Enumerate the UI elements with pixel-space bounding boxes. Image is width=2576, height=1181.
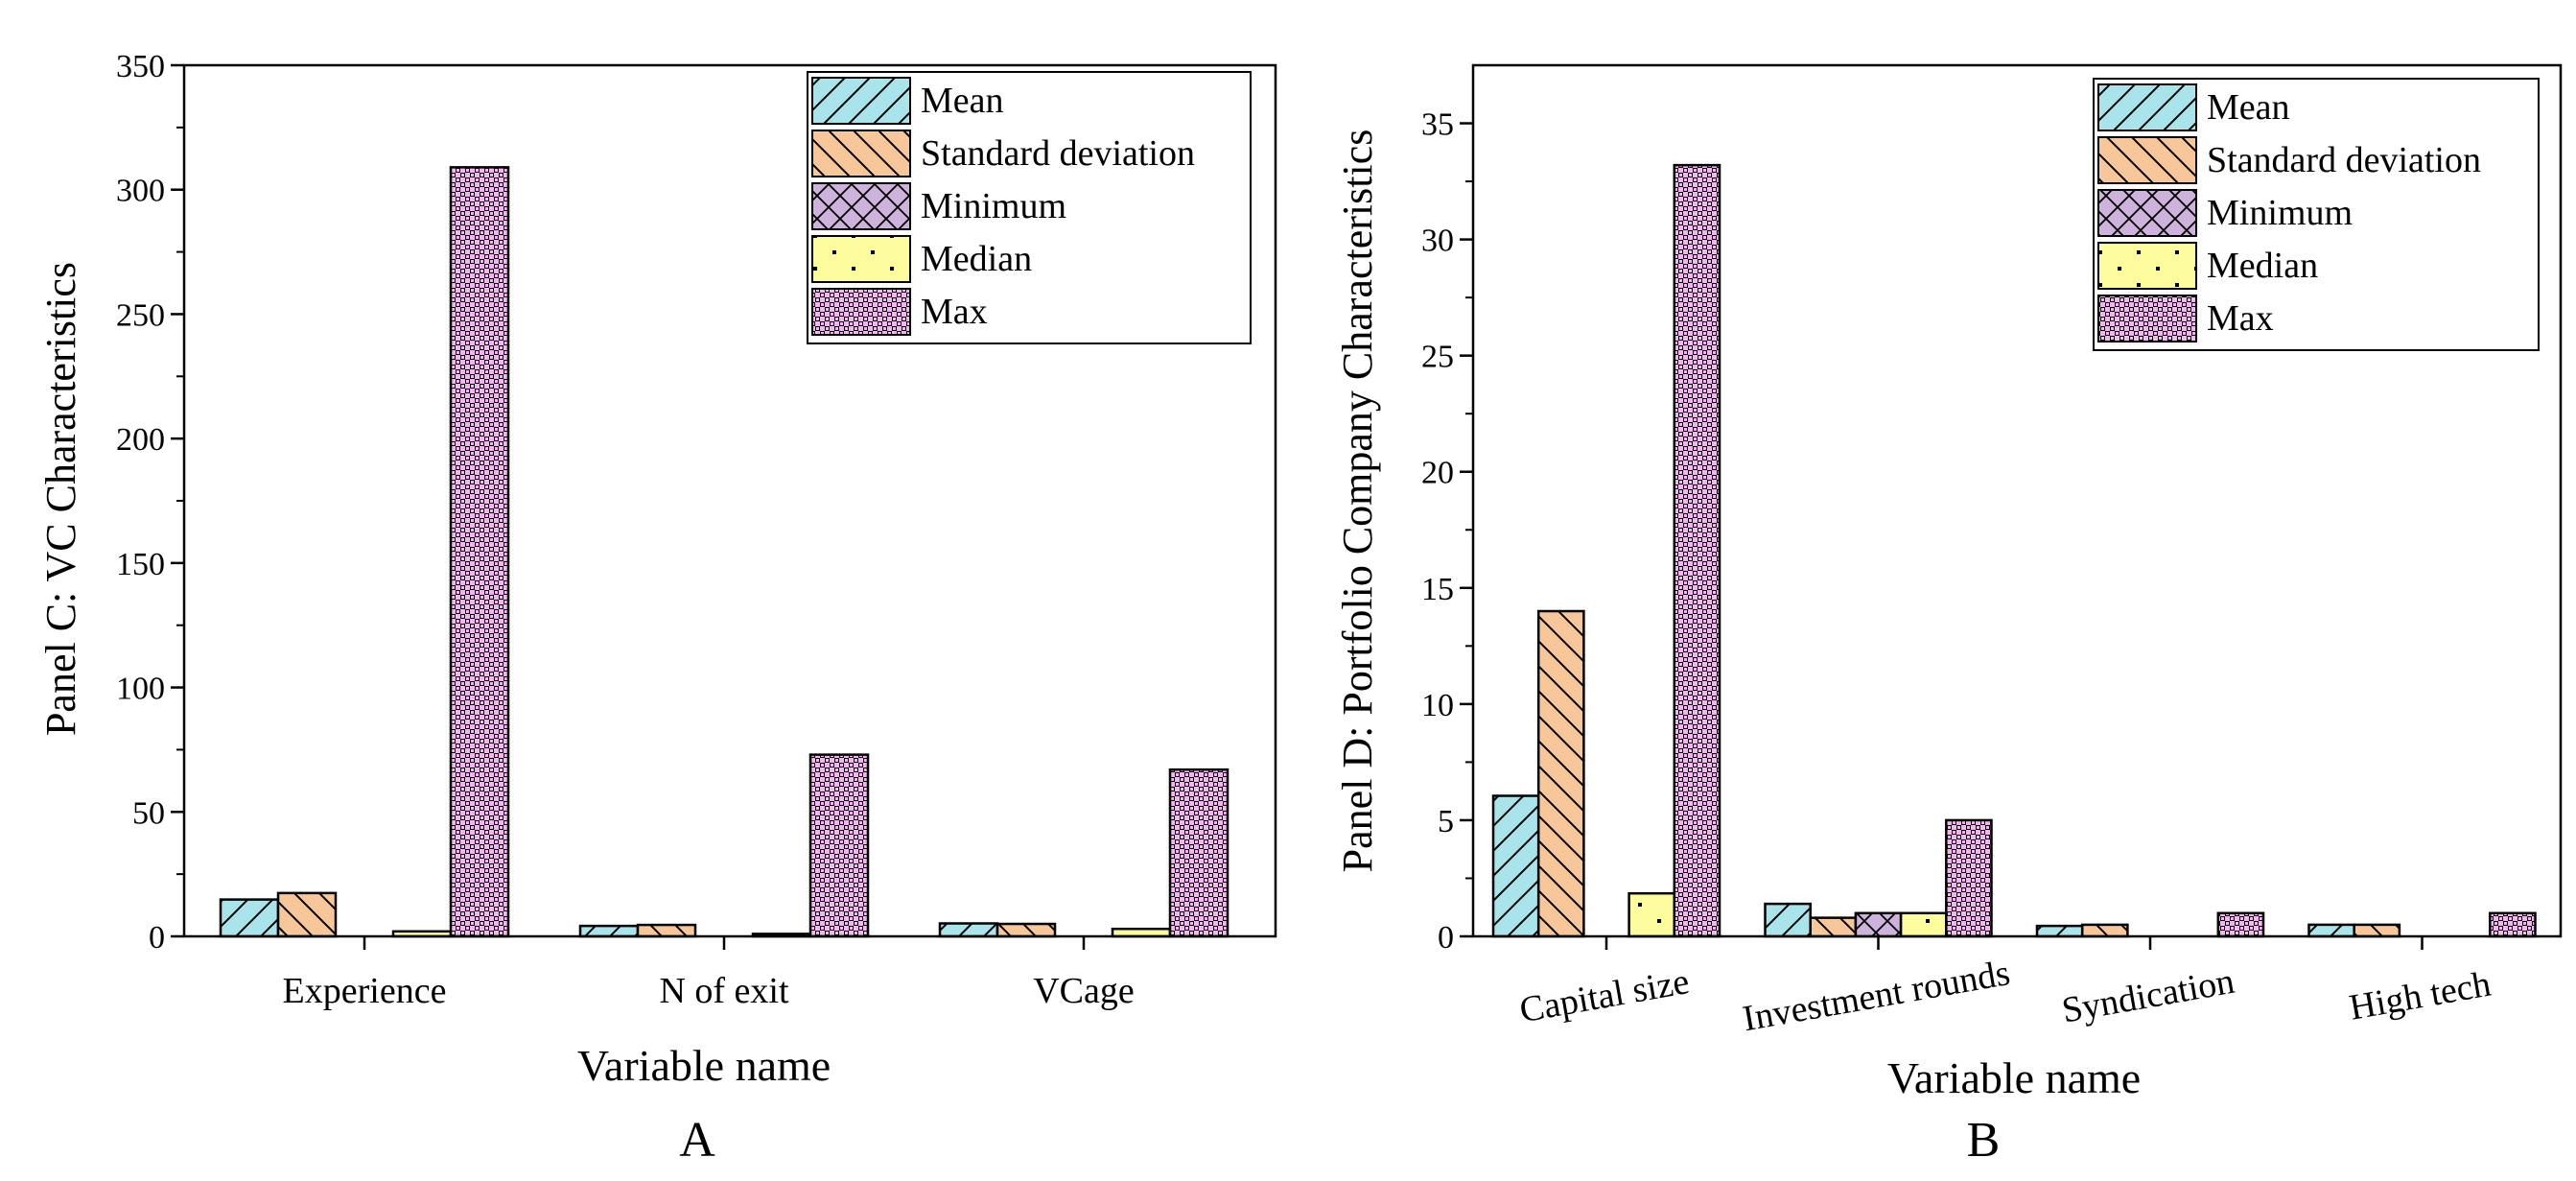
panel-b: 0 5 10 15 20 25 30 35 Capital size Investment rou… bbox=[1334, 63, 2563, 1168]
y-tick-label: 35 bbox=[1421, 107, 1454, 143]
bar-max bbox=[449, 166, 510, 938]
legend-label: Minimum bbox=[921, 186, 1066, 226]
x-tick-label: Experience bbox=[283, 971, 447, 1011]
legend-label: Mean bbox=[921, 81, 1004, 121]
bar-max bbox=[808, 753, 870, 938]
y-tick-label: 15 bbox=[1421, 572, 1454, 607]
legend-swatch-median bbox=[811, 235, 911, 283]
legend-swatch-max bbox=[2097, 295, 2197, 342]
y-tick-label: 150 bbox=[116, 547, 165, 582]
bar-mean bbox=[578, 924, 640, 938]
bar-mean bbox=[1491, 794, 1540, 938]
bar-mean bbox=[938, 922, 999, 938]
y-axis-label: Panel D: Portfolio Company Characteristi… bbox=[1334, 130, 1381, 873]
y-tick-label: 100 bbox=[116, 672, 165, 707]
x-axis-label: Variable name bbox=[1887, 1053, 2141, 1102]
y-tick-label: 300 bbox=[116, 174, 165, 209]
x-tick-label: VCage bbox=[1033, 971, 1135, 1011]
legend-swatch-sd bbox=[2097, 136, 2197, 184]
legend-label: Mean bbox=[2207, 87, 2290, 128]
bar-sd bbox=[2353, 923, 2401, 938]
legend: Mean Standard deviation Minimum Median Max bbox=[807, 71, 1252, 344]
legend-swatch-median bbox=[2097, 242, 2197, 290]
legend: Mean Standard deviation Minimum Median Max bbox=[2093, 78, 2540, 351]
bar-sd bbox=[276, 891, 338, 938]
y-axis-label: Panel C: VC Characteristics bbox=[37, 262, 84, 736]
x-tick-label: Investment rounds bbox=[1740, 953, 2013, 1039]
y-tick-label: 0 bbox=[149, 920, 165, 956]
bar-sd bbox=[1809, 916, 1858, 938]
bar-sd bbox=[1536, 609, 1585, 938]
y-tick-label: 25 bbox=[1421, 340, 1454, 375]
bar-mean bbox=[2035, 924, 2084, 938]
bars-layer bbox=[219, 166, 1229, 938]
legend-label: Max bbox=[921, 292, 988, 332]
bar-sd bbox=[2080, 923, 2129, 938]
legend-label: Median bbox=[921, 239, 1032, 279]
y-tick-label: 0 bbox=[1438, 920, 1454, 956]
y-tick-label: 5 bbox=[1438, 804, 1454, 839]
legend-swatch-mean bbox=[811, 77, 911, 125]
bar-median bbox=[1628, 891, 1676, 938]
panel-letter: A bbox=[679, 1113, 715, 1168]
bar-sd bbox=[995, 922, 1057, 938]
x-tick-label: Capital size bbox=[1516, 961, 1692, 1030]
bar-max bbox=[1945, 818, 1993, 938]
y-tick-label: 20 bbox=[1421, 456, 1454, 491]
bar-sd bbox=[636, 923, 697, 938]
bar-max bbox=[2489, 911, 2537, 938]
bar-max bbox=[1673, 163, 1721, 938]
x-tick-label: High tech bbox=[2347, 964, 2494, 1028]
x-axis-label: Variable name bbox=[577, 1041, 831, 1090]
y-tick-label: 50 bbox=[132, 795, 165, 831]
legend-swatch-min bbox=[2097, 189, 2197, 237]
bar-max bbox=[1168, 768, 1229, 938]
bar-mean bbox=[2307, 923, 2355, 938]
bar-max bbox=[2216, 911, 2265, 938]
legend-swatch-mean bbox=[2097, 83, 2197, 131]
y-tick-label: 10 bbox=[1421, 688, 1454, 723]
bar-median bbox=[1899, 911, 1948, 938]
y-tick-label: 250 bbox=[116, 297, 165, 333]
x-tick-label: Syndication bbox=[2059, 961, 2237, 1031]
legend-label: Median bbox=[2207, 246, 2318, 286]
legend-label: Standard deviation bbox=[2207, 140, 2481, 180]
panel-letter: B bbox=[1967, 1113, 2001, 1168]
y-tick-label: 30 bbox=[1421, 224, 1454, 259]
y-tick-label: 200 bbox=[116, 422, 165, 458]
bar-mean bbox=[219, 898, 280, 938]
legend-label: Standard deviation bbox=[921, 133, 1195, 174]
panel-a: 0 50 100 150 200 250 300 350 Experience N of exit… bbox=[37, 49, 1277, 1168]
x-tick-label: N of exit bbox=[659, 971, 789, 1011]
axes-layer: 0 50 100 150 200 250 300 350 Experience N of exit… bbox=[116, 49, 1277, 1011]
bar-min bbox=[1854, 911, 1903, 938]
legend-swatch-min bbox=[811, 182, 911, 230]
plot-frame bbox=[1471, 63, 2563, 938]
legend-label: Max bbox=[2207, 298, 2274, 339]
legend-swatch-max bbox=[811, 288, 911, 336]
y-tick-label: 350 bbox=[116, 49, 165, 84]
legend-swatch-sd bbox=[811, 130, 911, 177]
legend-label: Minimum bbox=[2207, 193, 2353, 233]
bar-mean bbox=[1764, 902, 1812, 938]
